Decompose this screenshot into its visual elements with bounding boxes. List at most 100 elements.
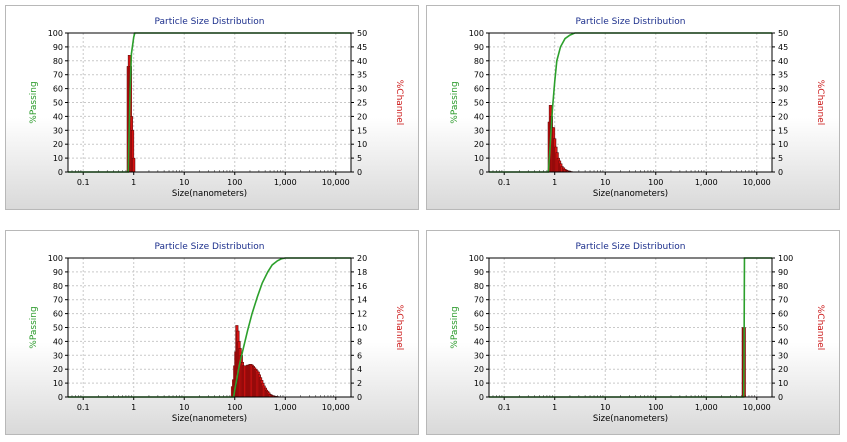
y-left-tick-label: 10 [474,154,484,163]
y-left-tick-label: 30 [474,126,484,135]
x-tick-label: 1 [552,403,557,412]
y-right-tick-label: 4 [357,365,362,374]
y-left-tick-label: 100 [48,254,63,263]
passing-line [68,32,351,173]
y-left-tick-label: 60 [474,310,484,319]
chart-panel-bottom-left: Particle Size Distribution 0.1 1 10 100 1,000… [5,230,419,435]
x-tick-label: 100 [227,403,242,412]
channel-bar [132,157,136,173]
x-tick-label: 1 [131,403,136,412]
x-tick-label: 1,000 [274,403,297,412]
y-left-tick-label: 70 [474,296,484,305]
chart-panel-bottom-right: Particle Size Distribution 0.1 1 10 100 1,000… [426,230,840,435]
y-right-tick-label: 15 [778,126,788,135]
y-left-tick-label: 10 [53,154,63,163]
y-right-tick-label: 16 [357,282,367,291]
x-tick-label: 10,000 [322,403,350,412]
y-right-tick-label: 20 [778,112,788,121]
y-right-tick-label: 70 [778,296,788,305]
y-right-tick-label: 20 [357,112,367,121]
y-right-tick-label: 45 [778,43,788,52]
y-left-tick-label: 60 [53,310,63,319]
x-tick-label: 10,000 [743,403,771,412]
y-right-tick-label: 20 [357,254,367,263]
plot-border [488,257,773,398]
y-right-tick-label: 25 [357,99,367,108]
y-left-tick-label: 100 [469,29,484,38]
x-tick-label: 10 [600,178,610,187]
y-left-tick-label: 40 [53,112,63,121]
y-left-tick-label: 20 [53,140,63,149]
y-left-tick-label: 20 [53,365,63,374]
chart-title: Particle Size Distribution [155,17,265,27]
y-right-tick-label: 14 [357,296,367,305]
y-left-tick-label: 50 [53,324,63,333]
y-right-tick-label: 10 [357,324,367,333]
y-right-tick-label: 0 [357,393,362,402]
y-left-tick-label: 60 [474,85,484,94]
y-right-tick-label: 15 [357,126,367,135]
y-left-tick-label: 80 [474,282,484,291]
y-right-tick-label: 5 [778,154,783,163]
y-right-tick-label: 8 [357,337,362,346]
x-tick-label: 1 [552,178,557,187]
y-right-tick-label: 60 [778,310,788,319]
y-left-tick-label: 80 [474,57,484,66]
y-left-tick-label: 10 [474,379,484,388]
y-left-tick-label: 50 [474,99,484,108]
x-tick-label: 10 [179,178,189,187]
x-tick-label: 10 [179,403,189,412]
y-right-tick-label: 10 [778,379,788,388]
y-left-tick-label: 40 [53,337,63,346]
x-tick-label: 100 [648,178,663,187]
y-right-tick-label: 10 [778,140,788,149]
y-left-tick-label: 0 [479,168,484,177]
plot-border [67,32,352,173]
y-right-tick-label: 12 [357,310,367,319]
y-right-axis-label: %Channel [815,305,825,351]
y-right-tick-label: 20 [778,365,788,374]
y-right-tick-label: 50 [357,29,367,38]
y-left-tick-label: 50 [474,324,484,333]
y-right-tick-label: 40 [778,57,788,66]
x-tick-label: 100 [227,178,242,187]
y-left-tick-label: 30 [53,126,63,135]
y-left-tick-label: 20 [474,365,484,374]
chart-title: Particle Size Distribution [576,242,686,252]
x-tick-label: 10 [600,403,610,412]
y-left-tick-label: 90 [474,268,484,277]
y-right-tick-label: 50 [778,324,788,333]
y-right-axis-label: %Channel [394,80,404,126]
x-tick-label: 10,000 [322,178,350,187]
x-tick-label: 0.1 [498,178,511,187]
chart-panel-top-left: Particle Size Distribution 0.1 1 10 100 1,000… [5,5,419,210]
y-left-tick-label: 70 [474,71,484,80]
x-tick-label: 0.1 [77,403,90,412]
y-right-tick-label: 45 [357,43,367,52]
y-right-axis-label: %Channel [394,305,404,351]
y-left-tick-label: 100 [469,254,484,263]
y-right-tick-label: 35 [357,71,367,80]
x-tick-label: 10,000 [743,178,771,187]
plot-border [67,257,352,398]
y-left-tick-label: 80 [53,57,63,66]
y-left-axis-label: %Passing [29,81,39,123]
chart-panel-top-right: Particle Size Distribution 0.1 1 10 100 1,000… [426,5,840,210]
y-right-tick-label: 30 [778,85,788,94]
x-tick-label: 0.1 [77,178,90,187]
y-left-tick-label: 50 [53,99,63,108]
y-left-tick-label: 0 [58,393,63,402]
x-tick-label: 1,000 [695,403,718,412]
passing-line [68,257,351,398]
y-left-tick-label: 70 [53,71,63,80]
y-left-tick-label: 40 [474,337,484,346]
y-left-tick-label: 90 [474,43,484,52]
y-left-tick-label: 90 [53,43,63,52]
y-right-tick-label: 2 [357,379,362,388]
y-left-tick-label: 100 [48,29,63,38]
y-left-tick-label: 40 [474,112,484,121]
y-right-tick-label: 80 [778,282,788,291]
